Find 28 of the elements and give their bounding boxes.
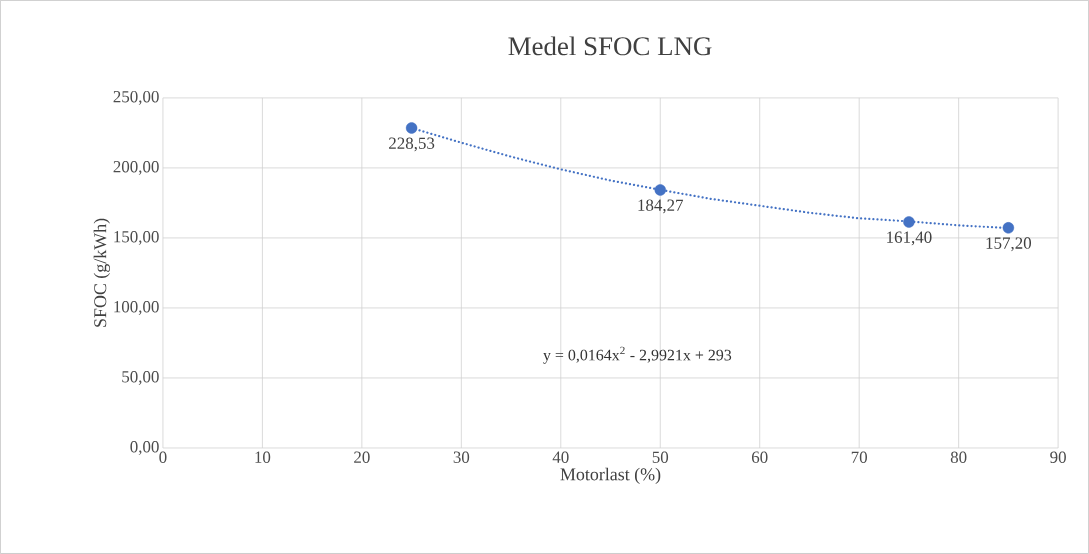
y-tick-label: 100,00 — [114, 301, 159, 315]
x-tick-label: 90 — [1050, 451, 1066, 463]
data-label: 228,53 — [389, 137, 435, 152]
point — [1002, 222, 1015, 234]
y-tick-label: 50,00 — [122, 371, 159, 385]
y-tick-label: 200,00 — [113, 161, 159, 175]
y-tick-label: 0,00 — [130, 441, 159, 455]
x-axis-title: Motorlast (%) — [560, 467, 661, 485]
x-tick-label: 0 — [159, 451, 167, 463]
point — [654, 184, 666, 196]
x-tick-label: 20 — [354, 451, 370, 463]
x-tick-label: 30 — [453, 451, 470, 463]
data-label: 161,40 — [887, 231, 932, 246]
chart-title: Medel SFOC LNG — [508, 36, 712, 56]
point — [405, 122, 418, 134]
y-tick-label: 250,00 — [113, 91, 159, 105]
annotation: y = 0,0164x$^{2}$ - 2,9921x + 293 — [543, 346, 732, 364]
x-tick-label: 50 — [652, 451, 669, 463]
data-label: 184,27 — [638, 199, 684, 214]
x-tick-label: 40 — [552, 451, 569, 463]
x-tick-label: 60 — [751, 451, 768, 463]
x-tick-label: 70 — [851, 451, 868, 463]
y-axis-title: SFOC (g/kWh) — [93, 218, 110, 327]
x-tick-label: 80 — [950, 451, 967, 463]
point — [903, 216, 915, 228]
data-label: 157,20 — [986, 237, 1032, 252]
x-tick-label: 10 — [255, 451, 271, 463]
y-tick-label: 150,00 — [114, 231, 159, 245]
